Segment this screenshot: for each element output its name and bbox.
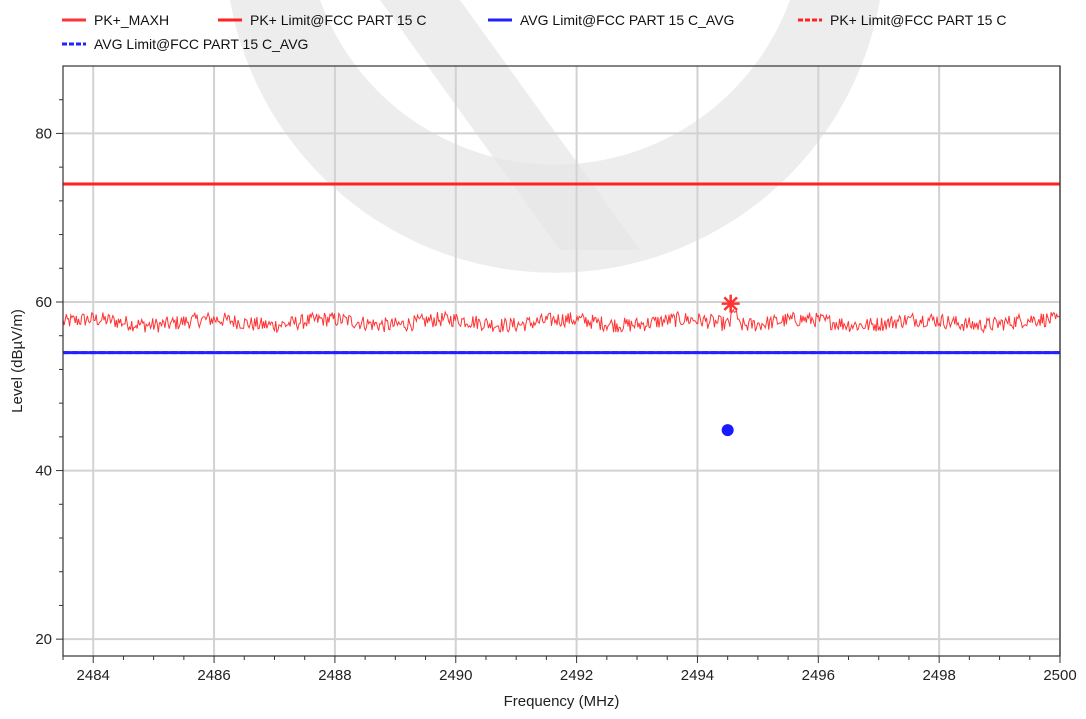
legend-item: PK+ Limit@FCC PART 15 C: [798, 12, 1006, 28]
x-tick-label: 2490: [439, 667, 472, 684]
legend-item: PK+ Limit@FCC PART 15 C: [218, 12, 426, 28]
x-tick-label: 2494: [681, 667, 714, 684]
watermark-logo: [230, 0, 880, 273]
legend-item: AVG Limit@FCC PART 15 C_AVG: [488, 12, 734, 28]
series-layer: [62, 182, 1061, 355]
legend: PK+_MAXH PK+ Limit@FCC PART 15 C AVG Limit…: [62, 12, 1006, 52]
x-tick-label: 2498: [922, 667, 955, 684]
x-tick-label: 2492: [560, 667, 593, 684]
axes-frame: [62, 65, 1061, 657]
legend-label: PK+_MAXH: [94, 12, 169, 28]
y-axis-title: Level (dBµV/m): [9, 309, 26, 413]
x-tick-label: 2496: [802, 667, 835, 684]
series-pk-maxh: [62, 308, 1061, 334]
x-tick-label: 2484: [77, 667, 110, 684]
y-tick-label: 40: [35, 463, 52, 480]
y-tick-label: 60: [35, 294, 52, 311]
x-tick-label: 2500: [1043, 667, 1076, 684]
peak-star-marker: [721, 294, 740, 313]
markers: [721, 294, 740, 437]
avg-dot-marker: [721, 424, 734, 437]
x-tick-label: 2488: [318, 667, 351, 684]
legend-label: PK+ Limit@FCC PART 15 C: [250, 12, 426, 28]
legend-item: AVG Limit@FCC PART 15 C_AVG: [62, 36, 308, 52]
watermark-stroke: [380, 0, 640, 250]
watermark-arc: [230, 0, 880, 273]
y-tick-label: 80: [35, 125, 52, 142]
x-axis-title: Frequency (MHz): [504, 693, 620, 710]
legend-label: AVG Limit@FCC PART 15 C_AVG: [94, 36, 308, 52]
legend-label: AVG Limit@FCC PART 15 C_AVG: [520, 12, 734, 28]
y-tick-label: 20: [35, 631, 52, 648]
axes: [56, 65, 1061, 663]
legend-item: PK+_MAXH: [62, 12, 169, 28]
tick-labels: 2484 2486 2488 2490 2492 2494 2496 2498 2500 20 40…: [35, 125, 1076, 684]
star-arm: [723, 296, 738, 311]
legend-label: PK+ Limit@FCC PART 15 C: [830, 12, 1006, 28]
x-tick-label: 2486: [197, 667, 230, 684]
